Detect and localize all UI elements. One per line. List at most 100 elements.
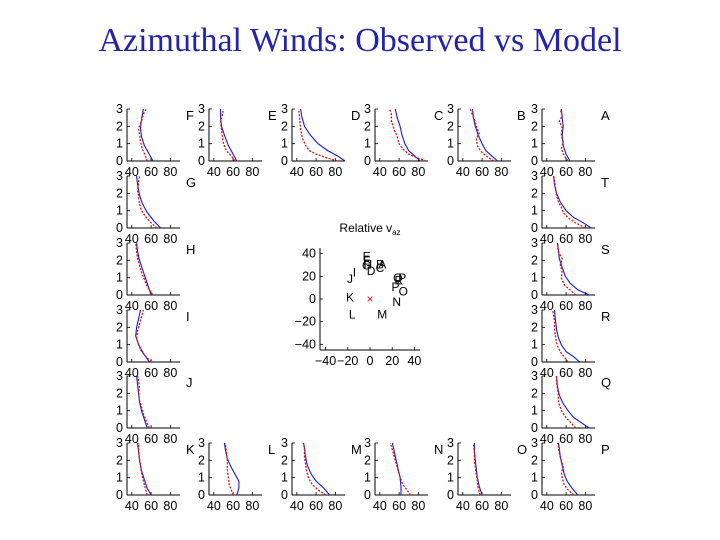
- panel-label: G: [186, 175, 196, 190]
- y-tick-label: 3: [281, 102, 288, 116]
- map-location-label: P: [398, 271, 406, 285]
- x-tick-label: 60: [144, 232, 158, 246]
- y-tick-label: 2: [198, 119, 205, 133]
- x-tick-label: 80: [411, 499, 425, 513]
- y-tick-label: 3: [447, 436, 454, 450]
- x-tick-label: 80: [163, 366, 177, 380]
- x-tick-label: 60: [559, 366, 573, 380]
- model-profile-line: [391, 442, 402, 495]
- profile-panel-C: 0 1 2 3 40 60 80 C: [364, 102, 443, 179]
- x-tick-label: 40: [540, 366, 554, 380]
- y-tick-label: 2: [531, 186, 538, 200]
- panel-label: J: [186, 375, 193, 390]
- model-profile-line: [556, 242, 590, 296]
- y-tick-label: 1: [531, 338, 538, 352]
- y-tick-label: 3: [116, 436, 123, 450]
- y-tick-label: 3: [116, 102, 123, 116]
- y-tick-label: 0: [364, 154, 371, 168]
- y-tick-label: 1: [364, 137, 371, 151]
- x-tick-label: 40: [125, 232, 139, 246]
- profile-panel-K: 0 1 2 3 40 60 80 K: [116, 436, 195, 513]
- profile-panel-M: 0 1 2 3 40 60 80 M: [281, 436, 362, 513]
- map-location-label: H: [363, 257, 372, 271]
- y-tick-label: 1: [531, 137, 538, 151]
- x-tick-label: 60: [144, 299, 158, 313]
- y-tick-label: 3: [531, 169, 538, 183]
- panel-label: B: [517, 108, 526, 123]
- y-tick-label: 2: [116, 386, 123, 400]
- x-tick-label: 60: [475, 499, 489, 513]
- y-tick-label: 0: [281, 154, 288, 168]
- profile-panel-F: 0 1 2 3 40 60 80 F: [116, 102, 194, 179]
- map-location-label: M: [377, 307, 387, 321]
- y-tick-label: 2: [281, 119, 288, 133]
- y-tick-label: 1: [116, 137, 123, 151]
- y-tick-label: 2: [281, 453, 288, 467]
- x-tick-label: 80: [163, 165, 177, 179]
- model-profile-line: [394, 108, 421, 162]
- observed-profile-line: [389, 442, 412, 496]
- x-tick-label: 80: [328, 165, 342, 179]
- x-tick-label: 40: [540, 499, 554, 513]
- y-tick-label: 3: [364, 436, 371, 450]
- map-location-label: O: [399, 285, 408, 299]
- x-tick-label: 60: [144, 499, 158, 513]
- y-tick-label: 3: [198, 436, 205, 450]
- panel-label: M: [351, 442, 362, 457]
- panel-label: I: [186, 309, 190, 324]
- observed-profile-line: [137, 443, 148, 496]
- observed-profile-line: [556, 442, 575, 496]
- map-location-label: B: [376, 257, 384, 271]
- model-profile-line: [137, 442, 152, 496]
- model-profile-line: [303, 442, 331, 496]
- y-tick-label: 0: [531, 288, 538, 302]
- y-tick-label: 1: [364, 471, 371, 485]
- y-tick-label: 2: [116, 186, 123, 200]
- y-tick-label: 0: [116, 154, 123, 168]
- y-tick-label: 3: [531, 303, 538, 317]
- x-tick-label: 80: [494, 165, 508, 179]
- center-y-tick-label: 0: [309, 292, 316, 306]
- center-y-tick-label: −40: [295, 337, 316, 351]
- profile-panel-H: 0 1 2 3 40 60 80 H: [116, 236, 195, 313]
- map-location-label: Q: [393, 271, 402, 285]
- y-tick-label: 2: [116, 453, 123, 467]
- observed-profile-line: [137, 108, 148, 162]
- map-location-label: F: [363, 254, 370, 268]
- x-tick-label: 60: [309, 165, 323, 179]
- profile-panel-T: 0 1 2 3 40 60 80 T: [531, 169, 609, 246]
- x-tick-label: 40: [290, 499, 304, 513]
- y-tick-label: 2: [116, 320, 123, 334]
- y-tick-label: 0: [198, 154, 205, 168]
- x-tick-label: 80: [163, 432, 177, 446]
- profile-panel-P: 0 1 2 3 40 60 80 P: [531, 436, 610, 513]
- profile-panel-D: 0 1 2 3 40 60 80 D: [281, 102, 360, 179]
- x-tick-label: 40: [540, 165, 554, 179]
- x-tick-label: 40: [456, 165, 470, 179]
- y-tick-label: 3: [116, 303, 123, 317]
- x-tick-label: 60: [559, 299, 573, 313]
- y-tick-label: 3: [198, 102, 205, 116]
- x-tick-label: 40: [540, 232, 554, 246]
- observed-profile-line: [136, 375, 150, 429]
- y-tick-label: 3: [116, 169, 123, 183]
- y-tick-label: 1: [116, 271, 123, 285]
- profile-panel-A: 0 1 2 3 40 60 80 A: [531, 102, 610, 179]
- x-tick-label: 60: [559, 165, 573, 179]
- panel-label: P: [601, 442, 610, 457]
- map-location-label: N: [392, 295, 401, 309]
- panel-label: N: [434, 442, 443, 457]
- profile-panel-N: 0 1 2 3 40 60 80 N: [364, 436, 443, 513]
- y-tick-label: 0: [116, 221, 123, 235]
- map-location-label: L: [349, 307, 356, 321]
- x-tick-label: 40: [540, 432, 554, 446]
- map-location-label: E: [363, 249, 371, 263]
- observed-profile-line: [472, 442, 481, 496]
- model-profile-line: [136, 175, 162, 229]
- y-tick-label: 0: [447, 154, 454, 168]
- observed-profile-line: [136, 175, 158, 229]
- profile-panel-G: 0 1 2 3 40 60 80 G: [116, 169, 196, 246]
- y-tick-label: 3: [364, 102, 371, 116]
